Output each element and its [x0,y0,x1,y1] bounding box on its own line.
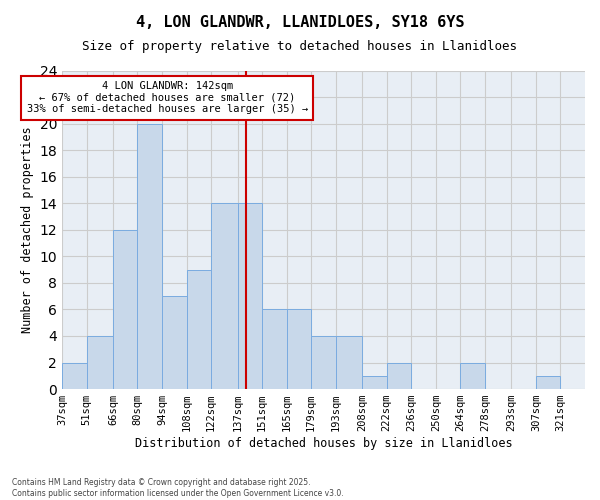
Bar [386,362,411,389]
Text: Size of property relative to detached houses in Llanidloes: Size of property relative to detached ho… [83,40,517,53]
Y-axis label: Number of detached properties: Number of detached properties [21,126,34,333]
Text: 4 LON GLANDWR: 142sqm
← 67% of detached houses are smaller (72)
33% of semi-deta: 4 LON GLANDWR: 142sqm ← 67% of detached … [26,81,308,114]
Bar [187,270,211,389]
Bar [287,310,311,389]
Bar [460,362,485,389]
Bar [162,296,187,389]
Bar [86,336,113,389]
Bar [238,203,262,389]
Bar [262,310,287,389]
Bar [62,362,86,389]
Bar [113,230,137,389]
Text: 4, LON GLANDWR, LLANIDLOES, SY18 6YS: 4, LON GLANDWR, LLANIDLOES, SY18 6YS [136,15,464,30]
Bar [211,203,238,389]
X-axis label: Distribution of detached houses by size in Llanidloes: Distribution of detached houses by size … [134,437,512,450]
Bar [536,376,560,389]
Bar [311,336,336,389]
Text: Contains HM Land Registry data © Crown copyright and database right 2025.
Contai: Contains HM Land Registry data © Crown c… [12,478,344,498]
Bar [336,336,362,389]
Bar [137,124,162,389]
Bar [362,376,386,389]
